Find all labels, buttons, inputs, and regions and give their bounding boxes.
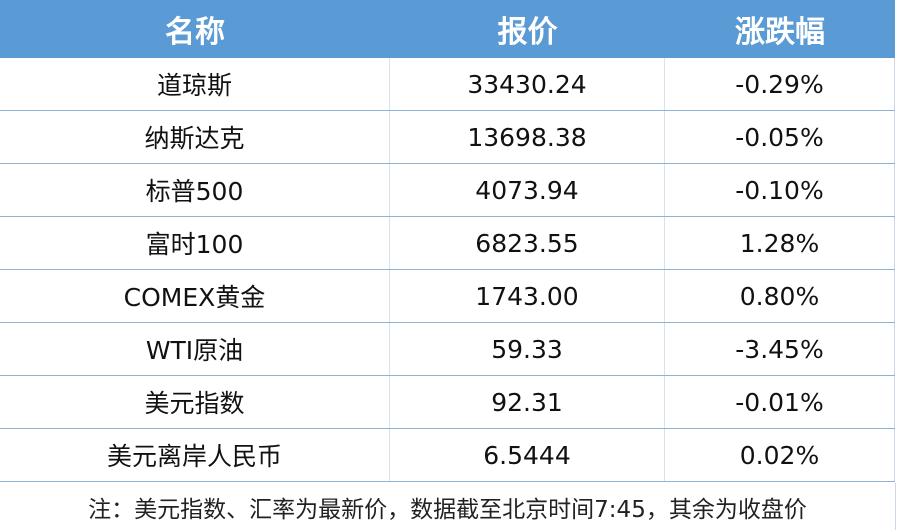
header-name: 名称: [165, 15, 225, 50]
footnote: 注：美元指数、汇率为最新价，数据截至北京时间7:45，其余为收盘价: [0, 483, 896, 530]
table-row: 美元离岸人民币 6.5444 0.02%: [0, 429, 895, 482]
cell-price: 1743.00: [390, 270, 665, 322]
cell-change: 1.28%: [665, 217, 895, 269]
cell-price: 13698.38: [390, 111, 665, 163]
cell-price: 33430.24: [390, 58, 665, 110]
cell-name: 纳斯达克: [0, 111, 390, 163]
cell-change: -0.10%: [665, 164, 895, 216]
cell-change: -0.29%: [665, 58, 895, 110]
table-body: 道琼斯 33430.24 -0.29% 纳斯达克 13698.38 -0.05% 标普500…: [0, 58, 895, 482]
cell-price: 4073.94: [390, 164, 665, 216]
cell-change: 0.02%: [665, 429, 895, 481]
cell-price: 59.33: [390, 323, 665, 375]
table-row: 道琼斯 33430.24 -0.29%: [0, 58, 895, 111]
cell-price: 6.5444: [390, 429, 665, 481]
cell-name: WTI原油: [0, 323, 390, 375]
cell-name: COMEX黄金: [0, 270, 390, 322]
cell-change: -0.01%: [665, 376, 895, 428]
header-price: 报价: [497, 15, 558, 50]
cell-name: 标普500: [0, 164, 390, 216]
table-row: WTI原油 59.33 -3.45%: [0, 323, 895, 376]
cell-price: 6823.55: [390, 217, 665, 269]
cell-name: 美元离岸人民币: [0, 429, 390, 481]
header-change: 涨跌幅: [735, 15, 825, 50]
table-row: 标普500 4073.94 -0.10%: [0, 164, 895, 217]
table-row: 纳斯达克 13698.38 -0.05%: [0, 111, 895, 164]
cell-name: 美元指数: [0, 376, 390, 428]
table-row: 富时100 6823.55 1.28%: [0, 217, 895, 270]
cell-change: -0.05%: [665, 111, 895, 163]
table-row: 美元指数 92.31 -0.01%: [0, 376, 895, 429]
cell-name: 富时100: [0, 217, 390, 269]
cell-price: 92.31: [390, 376, 665, 428]
cell-change: 0.80%: [665, 270, 895, 322]
cell-name: 道琼斯: [0, 58, 390, 110]
table-row: COMEX黄金 1743.00 0.80%: [0, 270, 895, 323]
cell-change: -3.45%: [665, 323, 895, 375]
table-header: 名称 报价 涨跌幅: [0, 0, 895, 58]
